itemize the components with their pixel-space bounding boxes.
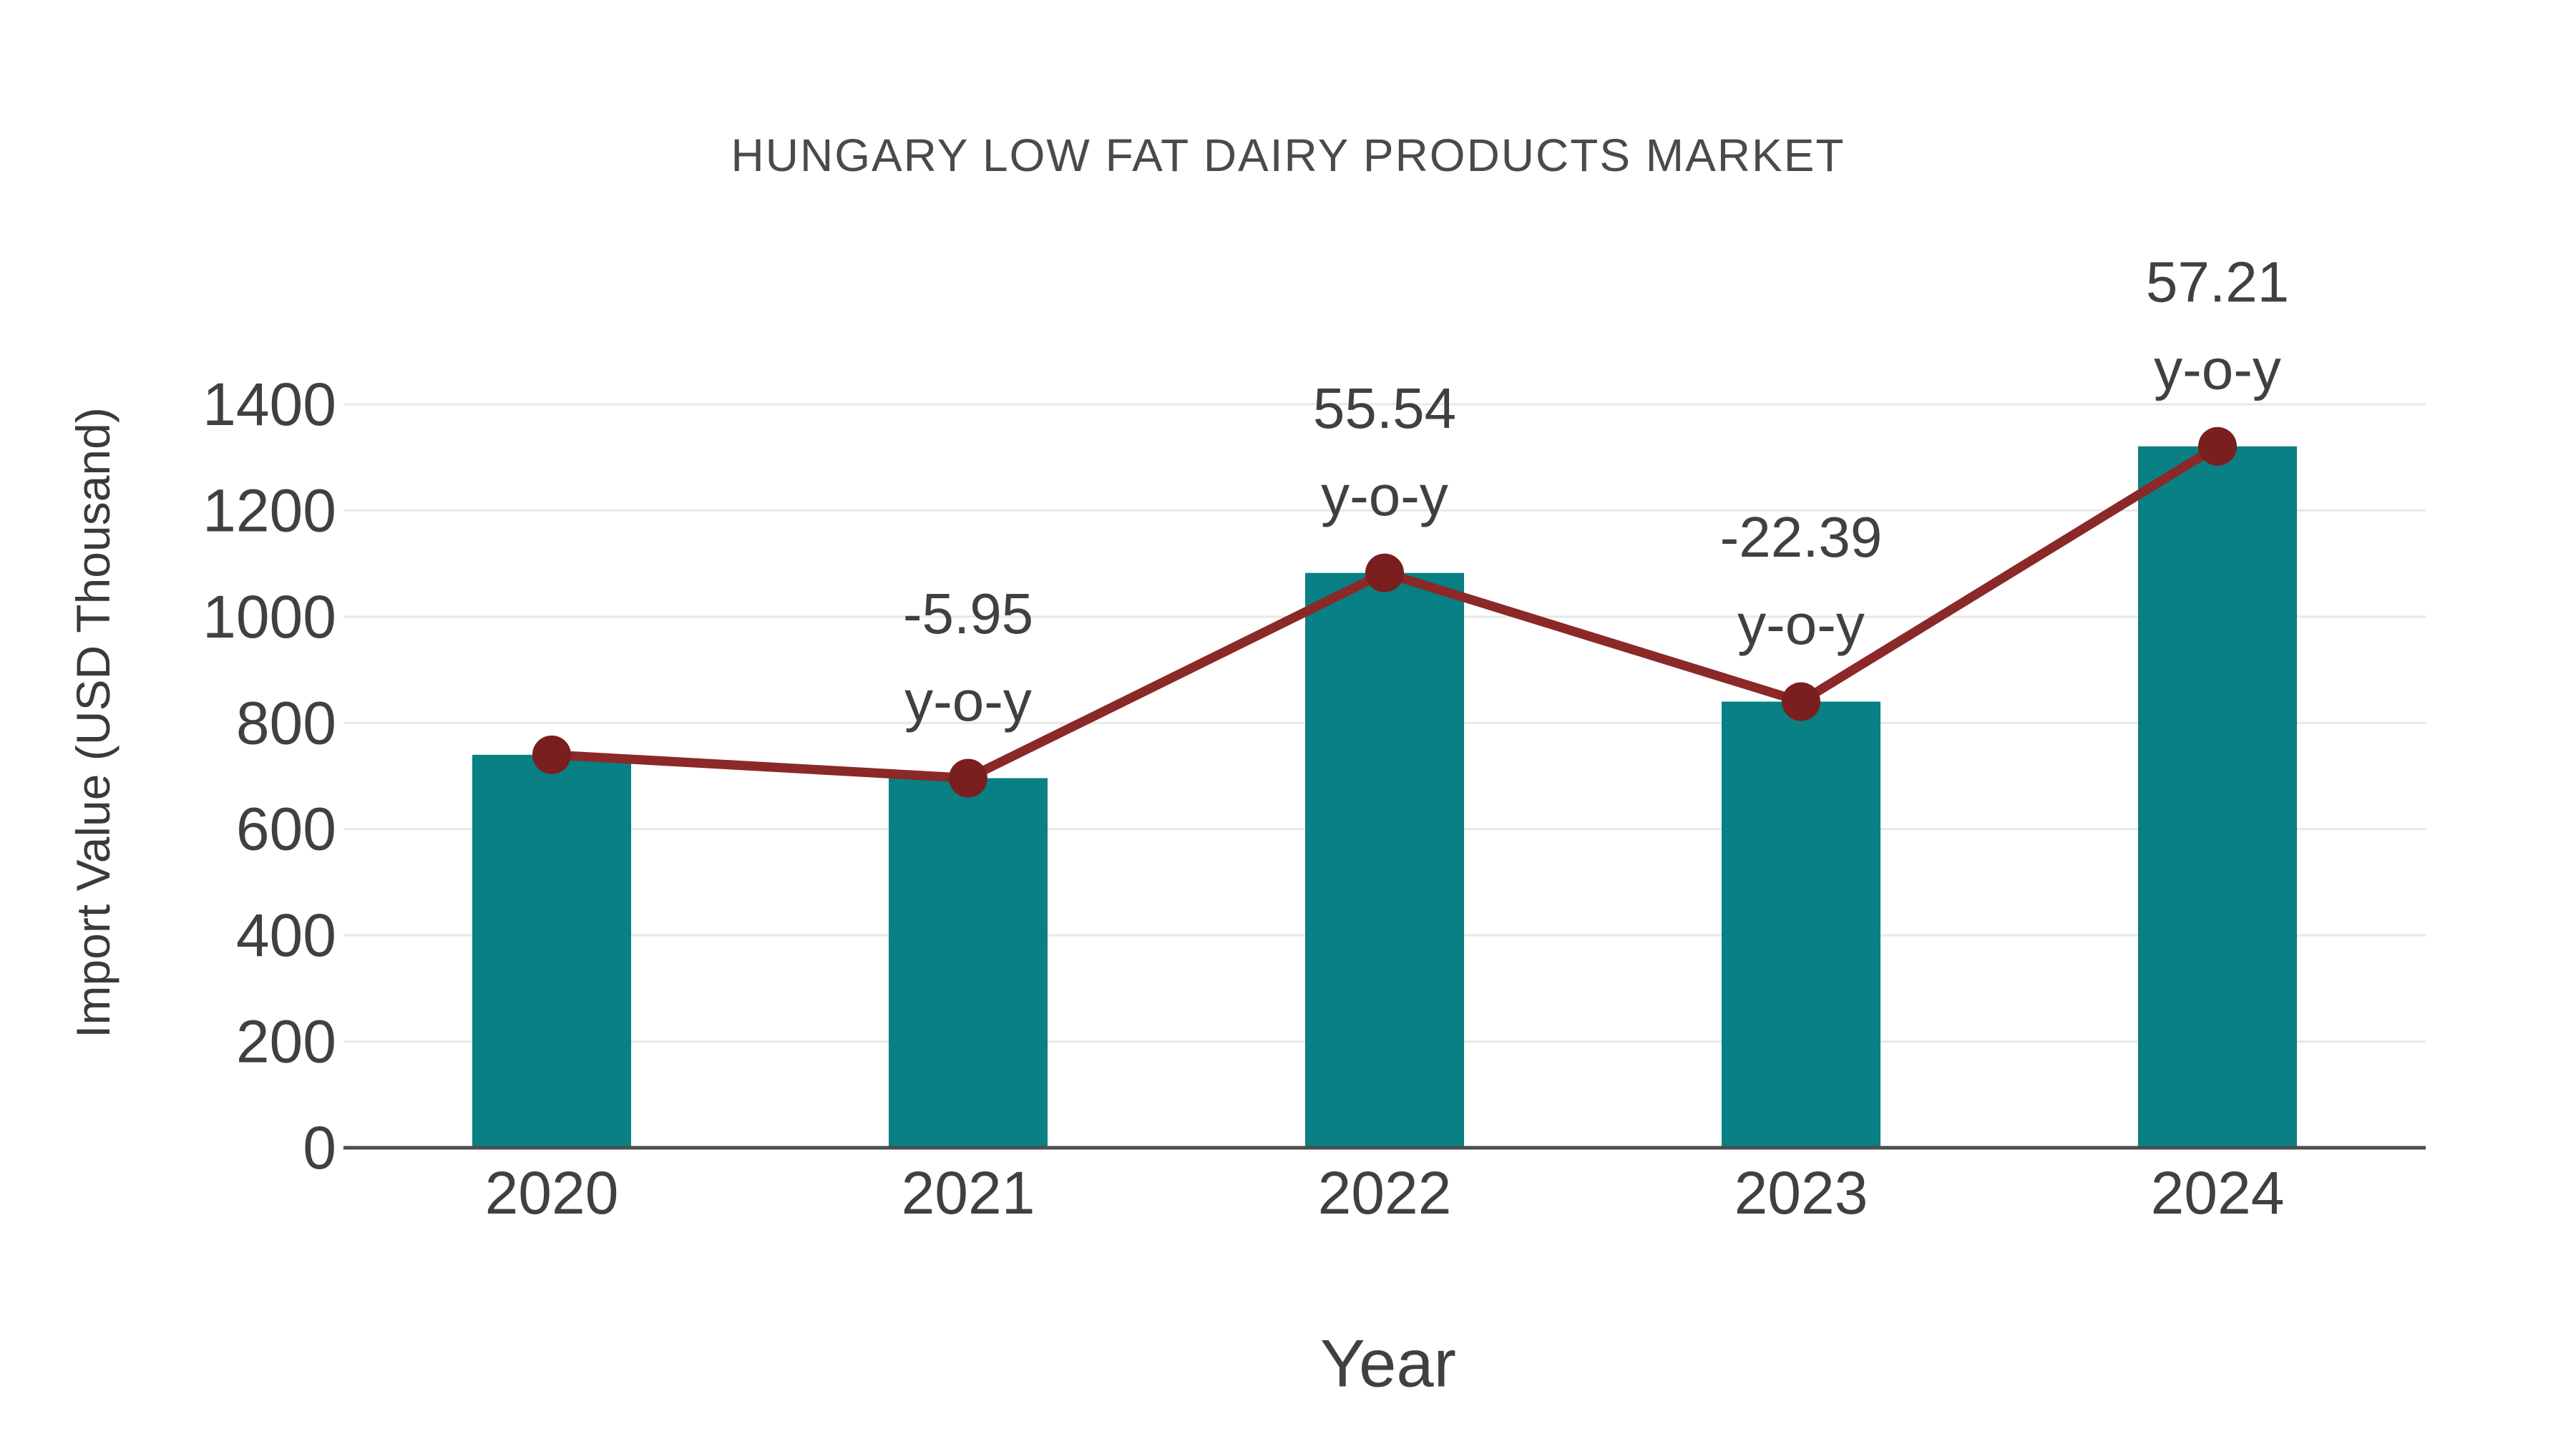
chart-title: HUNGARY LOW FAT DAIRY PRODUCTS MARKET <box>731 130 1845 181</box>
trend-line-series <box>532 426 2237 798</box>
trend-marker-2021 <box>949 758 987 798</box>
y-tick-label-400: 400 <box>236 902 336 969</box>
annotation-suffix-2021: y-o-y <box>904 669 1032 733</box>
bar-2020 <box>472 754 631 1148</box>
bar-2021 <box>889 778 1048 1148</box>
point-annotations: -5.95 y-o-y 55.54 y-o-y -22.39 y-o-y 57.21 y-o-… <box>903 250 2289 733</box>
x-tick-label-2023: 2023 <box>1735 1159 1868 1226</box>
trend-marker-2023 <box>1782 682 1820 721</box>
y-tick-label-600: 600 <box>236 796 336 863</box>
bar-2022 <box>1305 572 1464 1148</box>
x-tick-label-2020: 2020 <box>485 1159 619 1226</box>
y-axis-title: Import Value (USD Thousand) <box>67 407 119 1038</box>
y-tick-label-800: 800 <box>236 689 336 756</box>
bar-series <box>472 446 2297 1148</box>
x-axis-tick-labels: 2020 2021 2022 2023 2024 <box>485 1159 2285 1226</box>
annotation-value-2023: -22.39 <box>1720 505 1883 569</box>
trend-marker-2020 <box>532 735 571 774</box>
annotation-value-2021: -5.95 <box>903 582 1033 645</box>
y-tick-label-1400: 1400 <box>203 371 336 438</box>
bar-2024 <box>2138 446 2297 1148</box>
x-tick-label-2024: 2024 <box>2151 1159 2285 1226</box>
y-tick-label-1200: 1200 <box>203 477 336 544</box>
x-axis-title: Year <box>1320 1326 1456 1401</box>
x-tick-label-2022: 2022 <box>1318 1159 1452 1226</box>
annotation-value-2022: 55.54 <box>1313 376 1456 440</box>
trend-marker-2024 <box>2198 426 2237 466</box>
bar-2023 <box>1722 701 1880 1148</box>
y-tick-label-0: 0 <box>303 1114 336 1181</box>
annotation-value-2024: 57.21 <box>2146 250 2289 313</box>
y-tick-label-200: 200 <box>236 1008 336 1075</box>
annotation-suffix-2022: y-o-y <box>1321 464 1448 527</box>
annotation-suffix-2023: y-o-y <box>1737 592 1865 656</box>
annotation-suffix-2024: y-o-y <box>2154 337 2281 401</box>
y-axis-tick-labels: 0 200 400 600 800 1000 1200 1400 <box>203 371 336 1181</box>
x-tick-label-2021: 2021 <box>902 1159 1035 1226</box>
trend-marker-2022 <box>1365 553 1404 592</box>
y-tick-label-1000: 1000 <box>203 583 336 650</box>
